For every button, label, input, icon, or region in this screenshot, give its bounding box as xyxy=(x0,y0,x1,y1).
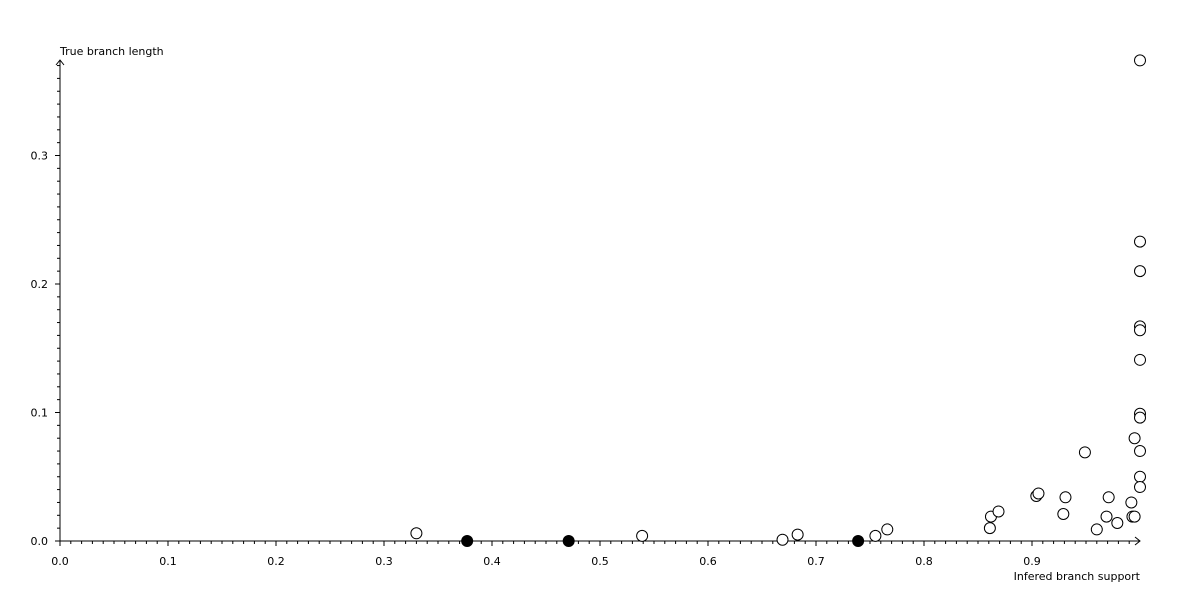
y-tick-label: 0.0 xyxy=(31,535,49,548)
open-data-point xyxy=(1134,445,1146,458)
open-data-point xyxy=(1134,411,1146,424)
open-data-point xyxy=(791,528,804,541)
x-tick-label: 0.3 xyxy=(375,555,393,568)
open-data-point xyxy=(1032,487,1045,500)
open-data-point xyxy=(1125,496,1138,509)
tick-labels: 0.0 0.1 0.2 0.3 0.4 0.5 0.6 0.7 0.8 0.9 0.0 0.1 0.2 0… xyxy=(31,150,1041,569)
open-data-point xyxy=(983,522,996,535)
open-data-point xyxy=(1100,510,1113,523)
x-axis-arrow xyxy=(1134,536,1141,546)
x-tick-label: 0.6 xyxy=(699,555,717,568)
x-tick-label: 0.1 xyxy=(159,555,177,568)
open-data-point xyxy=(1102,491,1115,504)
filled-data-point xyxy=(562,535,575,547)
open-data-point xyxy=(1128,432,1141,445)
x-tick-label: 0.9 xyxy=(1023,555,1041,568)
open-data-point xyxy=(869,529,882,542)
open-data-point xyxy=(881,523,894,536)
filled-data-point xyxy=(461,535,474,547)
open-data-point xyxy=(1111,517,1124,530)
open-data-point xyxy=(1134,353,1146,366)
y-axis-label: True branch length xyxy=(59,45,164,58)
data-points xyxy=(410,54,1146,547)
open-data-point xyxy=(1128,510,1141,523)
filled-data-point xyxy=(852,535,865,547)
y-tick-label: 0.2 xyxy=(31,278,49,291)
open-data-point xyxy=(410,527,423,540)
x-tick-label: 0.0 xyxy=(51,555,69,568)
x-tick-label: 0.5 xyxy=(591,555,609,568)
open-data-point xyxy=(1078,446,1091,459)
x-tick-label: 0.4 xyxy=(483,555,501,568)
x-tick-label: 0.2 xyxy=(267,555,285,568)
x-tick-label: 0.7 xyxy=(807,555,825,568)
open-data-point xyxy=(1090,523,1103,536)
open-data-point xyxy=(1134,470,1146,483)
open-data-point xyxy=(1134,235,1146,248)
open-data-point xyxy=(1134,324,1146,337)
open-data-point xyxy=(1134,54,1146,67)
open-data-point xyxy=(636,529,649,542)
open-data-point xyxy=(992,505,1005,518)
y-axis-arrow xyxy=(55,59,65,66)
open-data-point xyxy=(1134,265,1146,278)
open-data-point xyxy=(1059,491,1072,504)
axes xyxy=(55,59,1141,546)
open-data-point xyxy=(1134,481,1146,494)
y-tick-label: 0.1 xyxy=(31,407,49,420)
open-data-point xyxy=(1057,508,1070,521)
y-tick-label: 0.3 xyxy=(31,150,49,163)
x-axis-label: Infered branch support xyxy=(1014,570,1141,583)
x-tick-label: 0.8 xyxy=(915,555,933,568)
open-data-point xyxy=(776,533,789,546)
